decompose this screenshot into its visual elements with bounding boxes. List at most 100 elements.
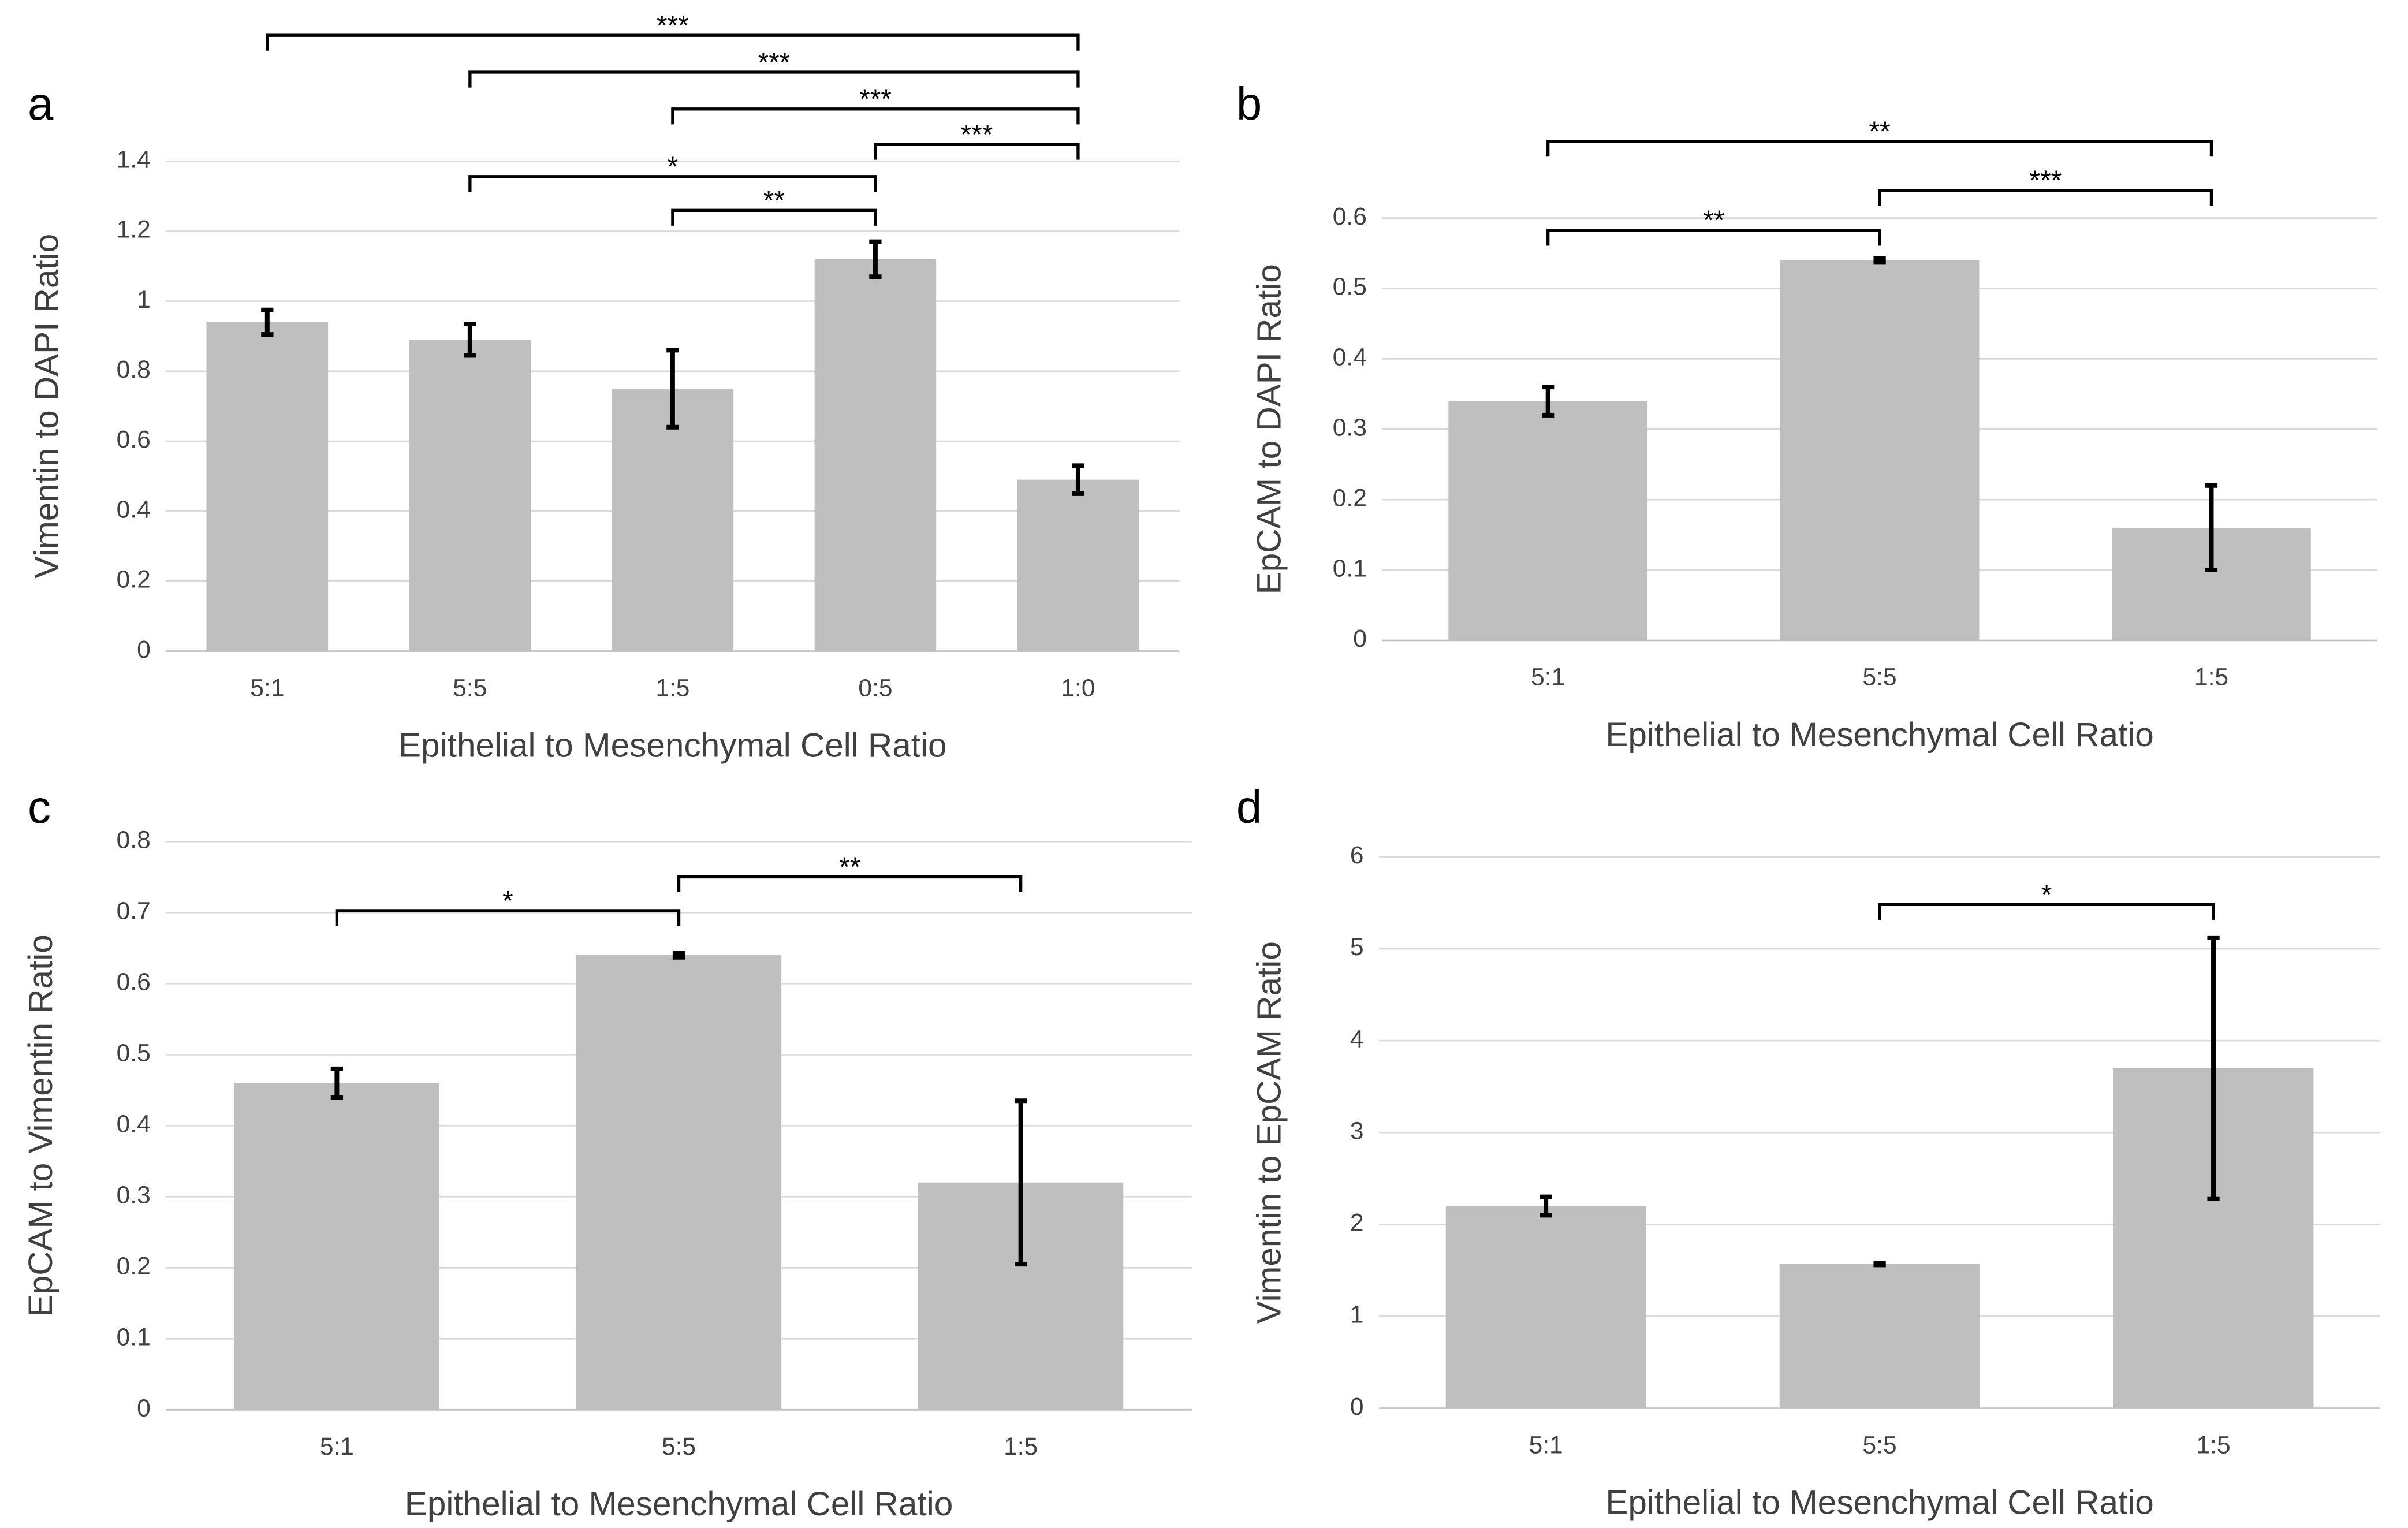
- y-tick-label: 0.7: [117, 897, 151, 925]
- significance-bracket: [1546, 139, 2213, 157]
- error-bar: [1542, 385, 1555, 418]
- y-tick-label: 1.2: [117, 216, 151, 244]
- bar: [576, 955, 782, 1410]
- error-bar: [869, 239, 882, 279]
- significance-label: ***: [758, 47, 790, 78]
- error-bar: [2205, 483, 2218, 573]
- y-tick-label: 0.8: [117, 826, 151, 854]
- x-tick-label: 1:5: [1004, 1433, 1038, 1460]
- x-tick-label: 5:5: [662, 1433, 696, 1460]
- significance-label: ***: [859, 84, 892, 115]
- error-bar: [1015, 1098, 1027, 1267]
- x-tick-label: 1:0: [1061, 674, 1095, 702]
- x-tick-label: 5:1: [1531, 664, 1565, 691]
- significance-bracket: [1878, 903, 2215, 920]
- error-bar: [672, 951, 685, 960]
- significance-label: **: [1869, 117, 1890, 147]
- x-axis-title: Epithelial to Mesenchymal Cell Ratio: [1605, 1484, 2153, 1522]
- y-tick-label: 0.3: [117, 1181, 151, 1209]
- error-bar: [1072, 463, 1084, 496]
- significance-bracket: [677, 875, 1023, 893]
- y-tick-label: 0.4: [1333, 344, 1367, 371]
- x-tick-label: 5:1: [320, 1433, 354, 1460]
- error-bar: [330, 1066, 344, 1100]
- y-tick-label: 0.2: [117, 1252, 151, 1280]
- y-tick-label: 0.1: [117, 1323, 151, 1351]
- error-bar: [1540, 1194, 1552, 1218]
- x-tick-label: 5:1: [250, 674, 284, 702]
- y-tick-label: 1.4: [117, 146, 151, 173]
- significance-label: ***: [2029, 166, 2062, 196]
- x-tick-label: 5:1: [1529, 1431, 1563, 1459]
- panel-label: a: [28, 78, 54, 129]
- error-bar: [464, 322, 476, 358]
- x-tick-label: 5:5: [1863, 1431, 1897, 1459]
- y-tick-label: 0.6: [117, 968, 151, 996]
- significance-label: *: [502, 886, 513, 916]
- y-tick-label: 6: [1350, 841, 1364, 869]
- significance-bracket: [1546, 229, 1881, 246]
- y-tick-label: 0.6: [1333, 203, 1367, 230]
- y-tick-label: 0: [137, 636, 151, 664]
- y-axis-title: EpCAM to Vimentin Ratio: [22, 934, 59, 1317]
- significance-label: **: [839, 852, 860, 883]
- bar: [234, 1083, 440, 1410]
- bar: [206, 322, 329, 651]
- bar: [1017, 479, 1139, 651]
- bar: [814, 259, 937, 651]
- x-axis-title: Epithelial to Mesenchymal Cell Ratio: [1605, 716, 2153, 754]
- y-tick-label: 5: [1350, 933, 1364, 961]
- y-axis-title: Vimentin to DAPI Ratio: [28, 234, 66, 579]
- panel-label: c: [28, 781, 51, 833]
- x-tick-label: 1:5: [655, 674, 689, 702]
- y-tick-label: 2: [1350, 1209, 1364, 1237]
- significance-label: *: [2041, 880, 2052, 911]
- significance-label: **: [1703, 206, 1724, 236]
- x-tick-label: 1:5: [2196, 1431, 2230, 1459]
- bar: [1780, 260, 1980, 640]
- significance-bracket: [671, 208, 877, 226]
- y-tick-label: 0: [1353, 625, 1367, 653]
- x-axis-title: Epithelial to Mesenchymal Cell Ratio: [398, 727, 946, 765]
- y-tick-label: 0.2: [1333, 484, 1367, 512]
- significance-bracket: [468, 175, 877, 192]
- y-tick-label: 1: [1350, 1301, 1364, 1329]
- panel-label: d: [1236, 781, 1262, 833]
- y-tick-label: 0: [137, 1394, 151, 1422]
- x-axis-title: Epithelial to Mesenchymal Cell Ratio: [405, 1485, 953, 1523]
- bar: [409, 340, 531, 651]
- y-tick-label: 3: [1350, 1117, 1364, 1145]
- y-tick-label: 0.6: [117, 426, 151, 453]
- significance-label: *: [668, 152, 679, 182]
- y-tick-label: 0.5: [1333, 273, 1367, 301]
- y-tick-label: 0.2: [117, 566, 151, 594]
- bar: [612, 389, 734, 651]
- error-bar: [2207, 935, 2220, 1201]
- y-axis-title: EpCAM to DAPI Ratio: [1250, 264, 1288, 594]
- bar: [1448, 401, 1648, 640]
- y-tick-label: 0.5: [117, 1039, 151, 1067]
- significance-bracket: [468, 70, 1080, 88]
- x-tick-label: 1:5: [2194, 664, 2228, 691]
- error-bar: [261, 307, 274, 337]
- x-tick-label: 0:5: [858, 674, 892, 702]
- significance-label: **: [763, 186, 785, 217]
- x-tick-label: 5:5: [1863, 664, 1897, 691]
- significance-label: ***: [960, 120, 993, 150]
- y-tick-label: 0.4: [117, 495, 151, 523]
- y-tick-label: 0.1: [1333, 554, 1367, 582]
- y-tick-label: 4: [1350, 1025, 1364, 1053]
- y-axis-title: Vimentin to EpCAM Ratio: [1250, 941, 1288, 1324]
- y-tick-label: 1: [137, 286, 151, 314]
- error-bar: [666, 348, 679, 430]
- significance-bracket: [266, 33, 1080, 51]
- significance-bracket: [671, 107, 1080, 125]
- panel-label: b: [1236, 78, 1262, 129]
- y-tick-label: 0: [1350, 1393, 1364, 1421]
- significance-bracket: [1878, 189, 2213, 206]
- significance-label: ***: [657, 11, 689, 42]
- error-bar: [1873, 256, 1886, 265]
- y-tick-label: 0.3: [1333, 414, 1367, 442]
